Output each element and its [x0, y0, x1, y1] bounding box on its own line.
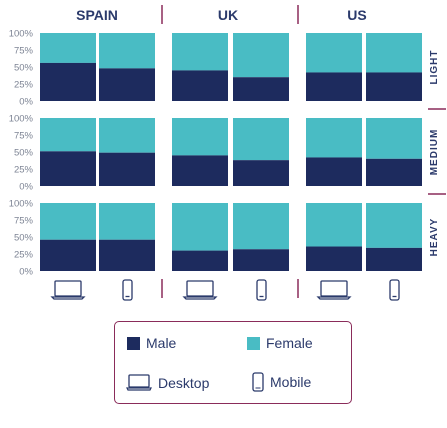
desktop-icon	[316, 280, 352, 300]
mobile-icon	[122, 279, 133, 301]
bar-male-heavy-uk-mobile	[233, 249, 289, 271]
y-tick-label: 75%	[14, 216, 34, 227]
bar-male-heavy-us-desktop	[306, 246, 362, 271]
bar-female-light-uk-mobile	[233, 33, 289, 78]
bar-male-medium-spain-mobile	[99, 152, 155, 186]
legend-item-mobile: Mobile	[252, 372, 311, 392]
bar-female-light-spain-mobile	[99, 33, 155, 69]
column-header-uk: UK	[218, 7, 238, 23]
y-tick-label: 50%	[14, 63, 34, 74]
y-tick-label: 100%	[9, 114, 34, 125]
female-swatch	[247, 336, 260, 350]
row-label-medium: MEDIUM	[429, 129, 440, 176]
legend-label-desktop: Desktop	[158, 374, 210, 391]
bar-female-medium-spain-mobile	[99, 118, 155, 153]
bar-female-heavy-uk-mobile	[233, 203, 289, 250]
bar-female-light-us-desktop	[306, 33, 362, 73]
bar-female-heavy-us-mobile	[366, 203, 422, 248]
mobile-icon	[389, 279, 400, 301]
bar-male-light-spain-mobile	[99, 68, 155, 101]
column-header-spain: SPAIN	[76, 7, 118, 23]
mobile-icon	[252, 372, 264, 392]
y-tick-label: 50%	[14, 148, 34, 159]
y-tick-label: 25%	[14, 250, 34, 261]
male-swatch	[127, 336, 140, 350]
bar-male-medium-uk-desktop	[172, 155, 228, 186]
bar-female-light-spain-desktop	[40, 33, 96, 63]
row-label-heavy: HEAVY	[429, 218, 440, 257]
legend-label-male: Male	[146, 335, 177, 351]
bar-female-heavy-spain-desktop	[40, 203, 96, 240]
bar-male-medium-us-desktop	[306, 157, 362, 186]
bar-male-medium-us-mobile	[366, 158, 422, 186]
bar-male-light-us-desktop	[306, 72, 362, 101]
y-tick-label: 25%	[14, 80, 34, 91]
chart: SPAIN UK US 100% 75% 50% 25% 0% LIGHT 100% 75% 50% 2…	[9, 5, 446, 301]
bar-male-heavy-spain-mobile	[99, 239, 155, 271]
y-tick-label: 75%	[14, 46, 34, 57]
bar-male-medium-uk-mobile	[233, 160, 289, 186]
legend-label-female: Female	[266, 335, 313, 351]
row-label-light: LIGHT	[429, 50, 440, 85]
desktop-icon	[126, 374, 152, 391]
legend-item-male: Male	[127, 335, 176, 351]
bar-female-light-uk-desktop	[172, 33, 228, 71]
bar-female-heavy-uk-desktop	[172, 203, 228, 251]
bar-female-medium-us-desktop	[306, 118, 362, 158]
bar-male-heavy-uk-desktop	[172, 250, 228, 271]
bar-female-heavy-us-desktop	[306, 203, 362, 247]
bar-male-light-uk-desktop	[172, 70, 228, 101]
legend-item-desktop: Desktop	[126, 374, 209, 391]
bar-female-medium-us-mobile	[366, 118, 422, 159]
y-tick-label: 100%	[9, 29, 34, 40]
y-tick-label: 25%	[14, 165, 34, 176]
y-tick-label: 0%	[19, 182, 33, 193]
bar-female-heavy-spain-mobile	[99, 203, 155, 240]
bar-male-light-uk-mobile	[233, 77, 289, 101]
bar-female-medium-uk-mobile	[233, 118, 289, 161]
bar-male-heavy-spain-desktop	[40, 239, 96, 271]
desktop-icon	[50, 280, 86, 300]
legend-label-mobile: Mobile	[270, 374, 312, 390]
column-header-us: US	[347, 7, 366, 23]
legend-item-female: Female	[247, 335, 313, 351]
bar-male-light-us-mobile	[366, 72, 422, 101]
y-tick-label: 75%	[14, 131, 34, 142]
legend: Male Female Desktop Mobile	[114, 321, 352, 404]
bar-female-medium-uk-desktop	[172, 118, 228, 156]
bar-male-medium-spain-desktop	[40, 151, 96, 186]
y-tick-label: 0%	[19, 97, 33, 108]
desktop-icon	[182, 280, 218, 300]
mobile-icon	[256, 279, 267, 301]
y-tick-label: 100%	[9, 199, 34, 210]
bar-female-medium-spain-desktop	[40, 118, 96, 152]
bar-male-light-spain-desktop	[40, 62, 96, 101]
y-tick-label: 50%	[14, 233, 34, 244]
bar-female-light-us-mobile	[366, 33, 422, 73]
bar-male-heavy-us-mobile	[366, 247, 422, 271]
y-tick-label: 0%	[19, 267, 33, 278]
